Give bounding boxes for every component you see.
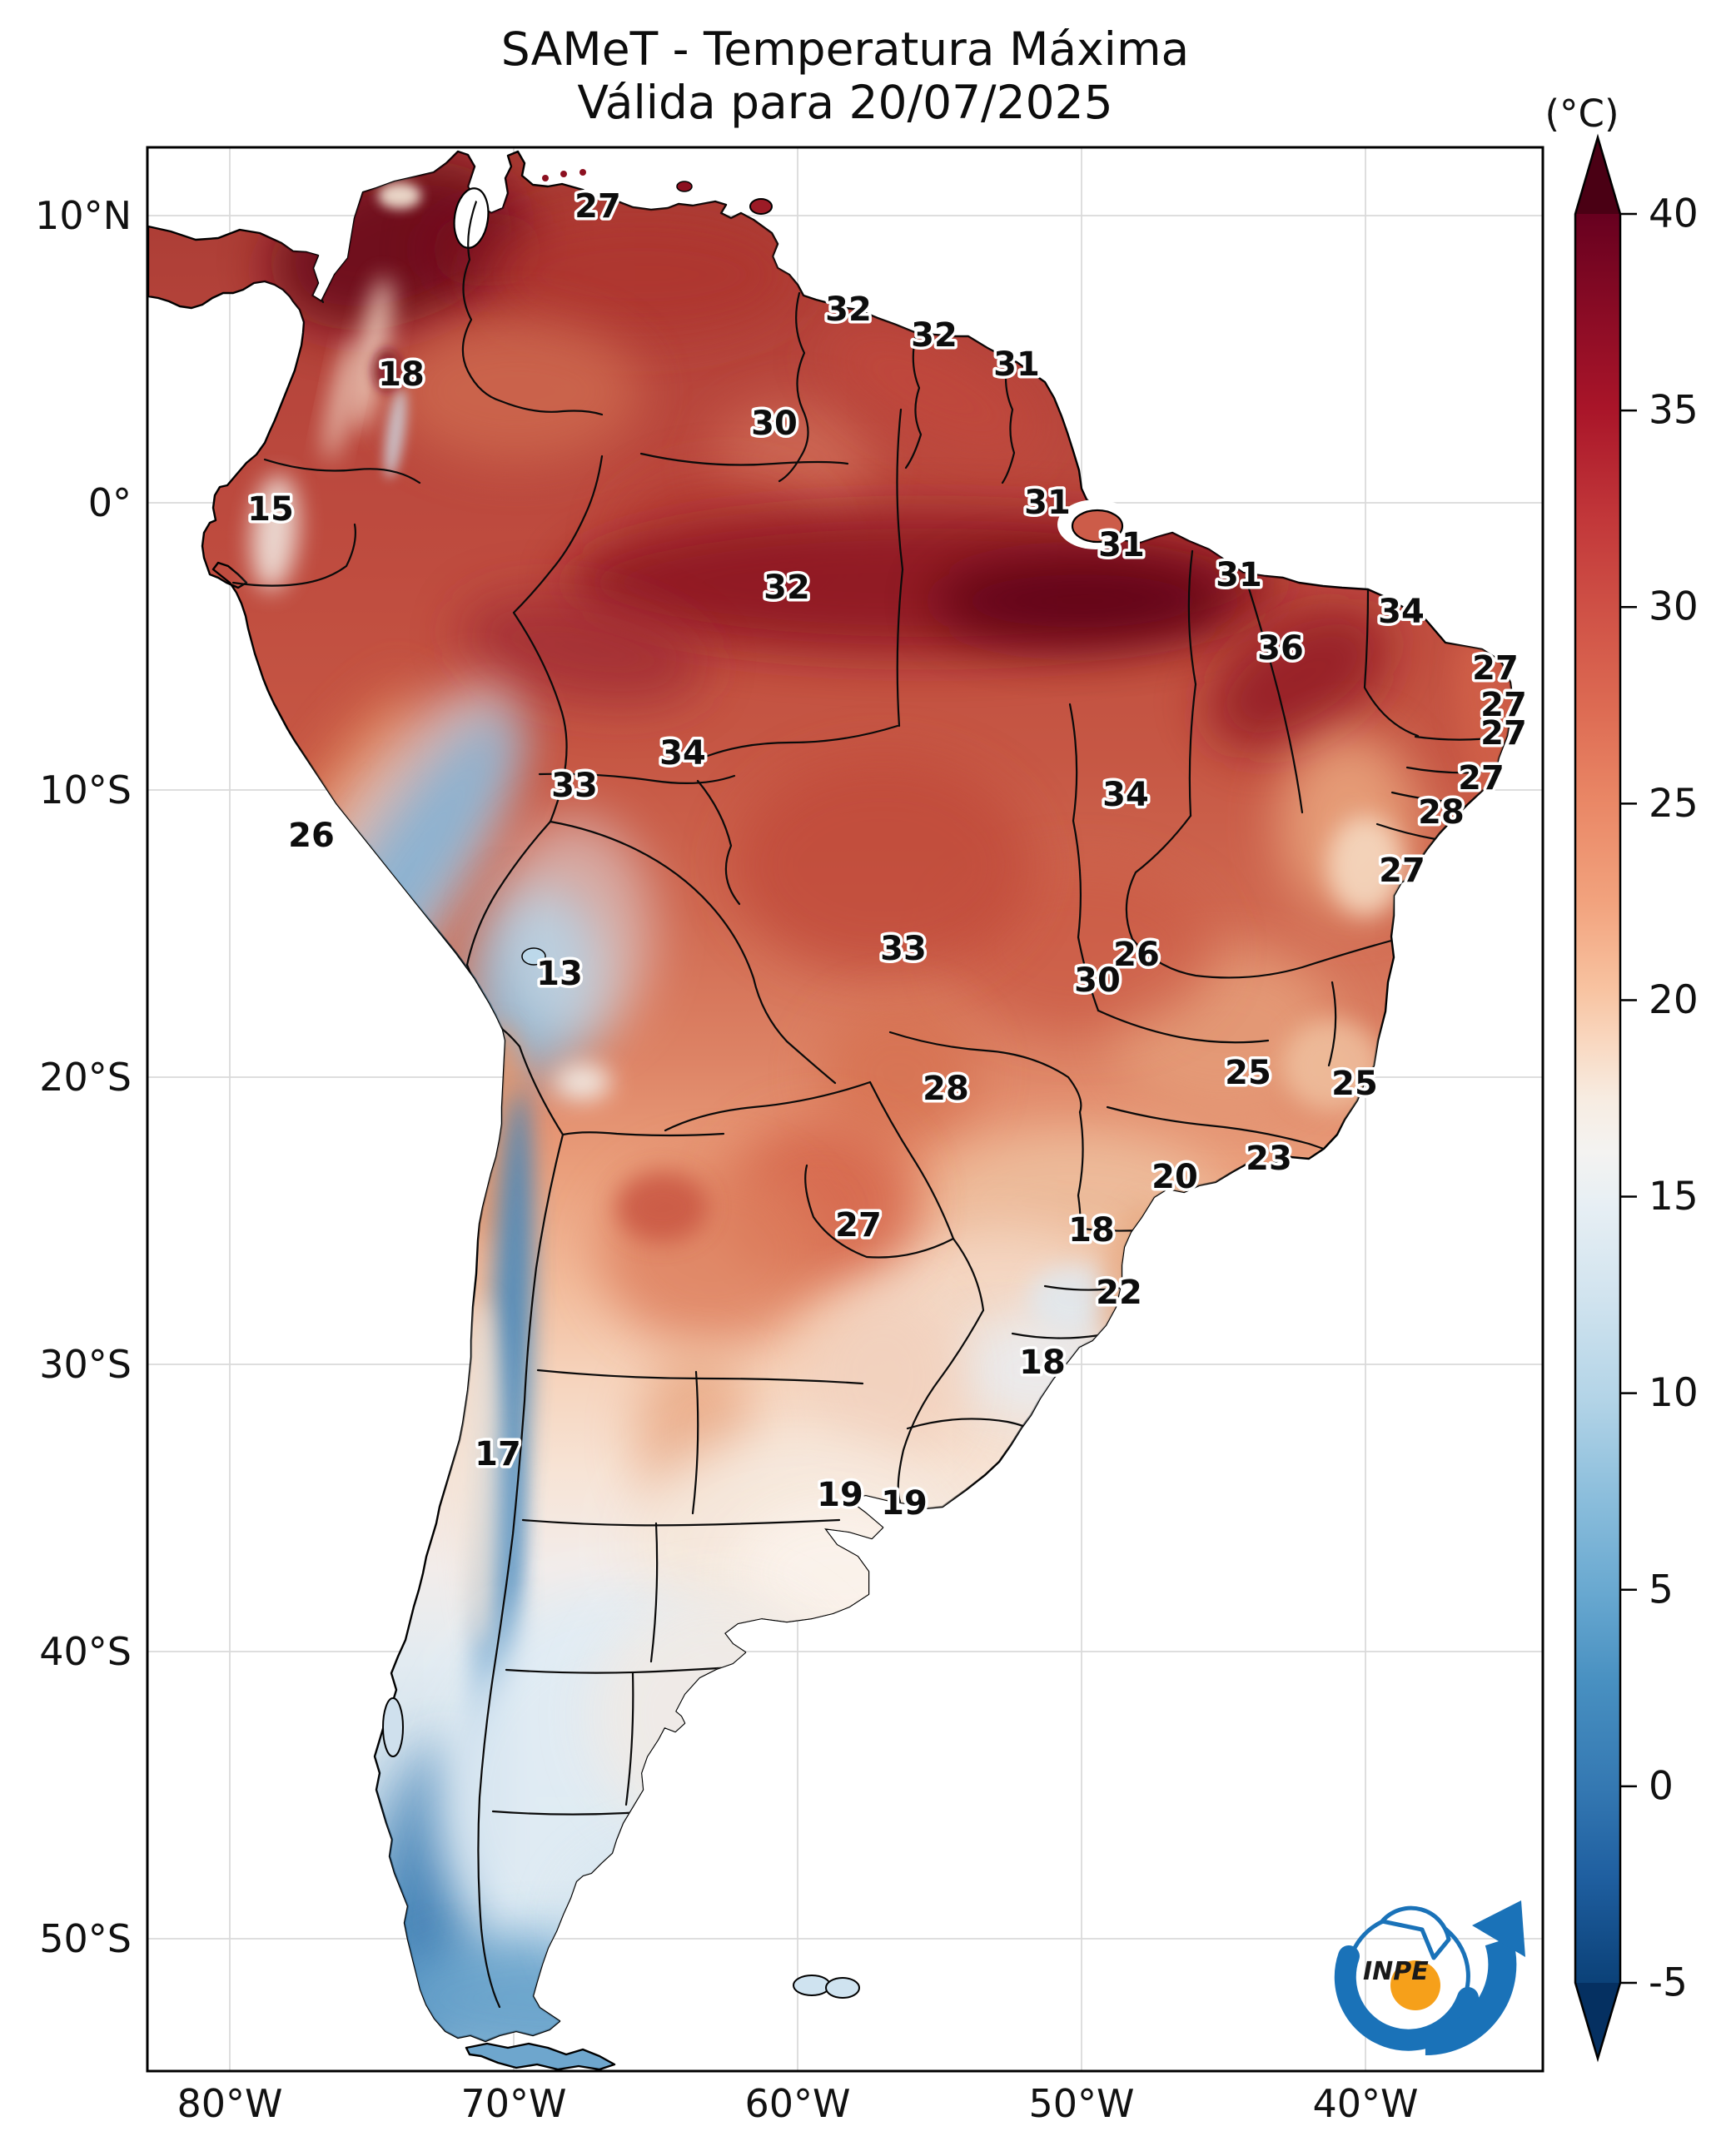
temperature-label: 31 xyxy=(1098,526,1145,564)
colorbar-tick-label: 15 xyxy=(1649,1174,1699,1220)
temperature-labels-layer: 2718153232313031313134362727272728273234… xyxy=(245,185,1530,1526)
longitude-axis-labels: 80°W 70°W 60°W 50°W 40°W xyxy=(177,2081,1418,2126)
colorbar-tick-label: 40 xyxy=(1649,191,1699,237)
colorbar-arrow-bottom xyxy=(1575,1983,1620,2059)
temperature-label: 17 xyxy=(475,1435,521,1473)
temperature-label: 28 xyxy=(1418,793,1465,832)
falkland-island-west xyxy=(793,1975,831,1996)
temperature-label: 34 xyxy=(659,734,706,772)
lon-tick-label: 50°W xyxy=(1028,2081,1134,2126)
inpe-logo-text: INPE xyxy=(1363,1957,1429,1986)
temperature-label: 31 xyxy=(1024,484,1071,522)
temperature-label: 19 xyxy=(817,1476,863,1514)
lat-tick-label: 50°S xyxy=(39,1916,132,1961)
temperature-label: 19 xyxy=(881,1484,928,1523)
temperature-label: 34 xyxy=(1378,593,1425,631)
inpe-logo: INPE xyxy=(1334,1900,1525,2056)
inpe-logo-orange-dot-icon xyxy=(1390,1960,1440,2010)
temperature-label: 13 xyxy=(536,955,583,993)
margarita-island xyxy=(676,181,693,192)
temperature-label: 27 xyxy=(1379,852,1425,890)
map-subtitle-valid-date: Válida para 20/07/2025 xyxy=(577,76,1112,129)
temperature-label: 32 xyxy=(911,316,957,355)
inpe-logo-inner-arrow-icon xyxy=(1380,1905,1451,1960)
trinidad-island xyxy=(749,198,773,215)
temperature-label: 30 xyxy=(1074,961,1121,1000)
lon-tick-label: 60°W xyxy=(744,2081,850,2126)
temperature-label: 27 xyxy=(574,187,621,226)
colorbar-tick-label: 0 xyxy=(1649,1763,1674,1809)
colorbar-tick-label: 5 xyxy=(1649,1567,1674,1612)
temperature-colorbar: (°C) 40 35 30 25 20 15 10 5 0 -5 xyxy=(1544,92,1699,2063)
marajo-island xyxy=(1071,509,1124,544)
temperature-label: 33 xyxy=(880,930,927,968)
inpe-logo-arrowhead-icon xyxy=(1472,1900,1525,1957)
colorbar-unit-label: (°C) xyxy=(1544,92,1619,136)
temperature-label: 18 xyxy=(378,355,425,394)
colorbar-tick-label: 25 xyxy=(1649,781,1699,827)
tierra-del-fuego-island xyxy=(465,2042,616,2071)
colorbar-tick-label: 10 xyxy=(1649,1370,1699,1416)
temperature-label: 26 xyxy=(1113,936,1160,974)
lon-tick-label: 70°W xyxy=(460,2081,566,2126)
lat-tick-label: 10°S xyxy=(39,768,132,812)
temperature-label: 30 xyxy=(751,405,798,443)
falkland-island-east xyxy=(825,1977,860,1999)
temperature-label: 27 xyxy=(1472,649,1519,688)
temperature-label: 27 xyxy=(1458,759,1505,797)
temperature-label: 34 xyxy=(1102,776,1149,814)
temperature-label: 23 xyxy=(1246,1140,1292,1178)
lon-tick-label: 80°W xyxy=(177,2081,282,2126)
temperature-label: 31 xyxy=(1216,556,1262,594)
temperature-label: 18 xyxy=(1019,1344,1066,1382)
curacao-island xyxy=(560,171,567,177)
colorbar-tick-labels: 40 35 30 25 20 15 10 5 0 -5 xyxy=(1620,191,1699,2006)
lat-tick-label: 40°S xyxy=(39,1629,132,1674)
colorbar-tick-label: 35 xyxy=(1649,388,1699,434)
inpe-logo-big-arrow-icon xyxy=(1425,1936,1517,2056)
temperature-label: 27 xyxy=(1480,686,1527,724)
colorbar-arrow-top xyxy=(1575,137,1620,214)
temperature-label: 20 xyxy=(1151,1158,1198,1196)
temperature-label: 25 xyxy=(1225,1054,1271,1092)
aruba-island xyxy=(542,175,549,181)
temperature-label: 28 xyxy=(923,1070,969,1108)
temperature-label: 32 xyxy=(764,569,810,607)
temperature-label: 15 xyxy=(247,490,294,529)
latitude-axis-labels: 10°N 0° 10°S 20°S 30°S 40°S 50°S xyxy=(35,193,132,1961)
colorbar-tick-label: 30 xyxy=(1649,584,1699,630)
lake-titicaca xyxy=(521,947,546,966)
lat-tick-label: 20°S xyxy=(39,1055,132,1100)
political-borders xyxy=(231,200,1490,2009)
temperature-label: 33 xyxy=(551,767,598,805)
plot-frame xyxy=(146,146,1544,2073)
chiloe-island xyxy=(382,1697,404,1757)
temperature-label: 31 xyxy=(993,345,1040,384)
temperature-label: 25 xyxy=(1331,1065,1378,1103)
temperature-label: 22 xyxy=(1096,1274,1142,1312)
temperature-label: 27 xyxy=(835,1206,882,1244)
lat-tick-label: 10°N xyxy=(35,193,132,238)
lat-tick-label: 0° xyxy=(88,480,132,525)
colorbar-tick-label: -5 xyxy=(1649,1960,1688,2006)
bonaire-island xyxy=(579,169,586,176)
temperature-label: 27 xyxy=(1480,714,1527,753)
temperature-label: 18 xyxy=(1068,1211,1115,1249)
lon-tick-label: 40°W xyxy=(1312,2081,1418,2126)
temperature-label: 32 xyxy=(825,291,872,329)
colorbar-gradient-bar xyxy=(1575,214,1620,1983)
temperature-label: 36 xyxy=(1257,629,1304,668)
colorbar-tick-label: 20 xyxy=(1649,977,1699,1023)
temperature-label: 26 xyxy=(288,817,335,855)
map-title: SAMeT - Temperatura Máxima xyxy=(501,22,1189,76)
lat-tick-label: 30°S xyxy=(39,1342,132,1387)
